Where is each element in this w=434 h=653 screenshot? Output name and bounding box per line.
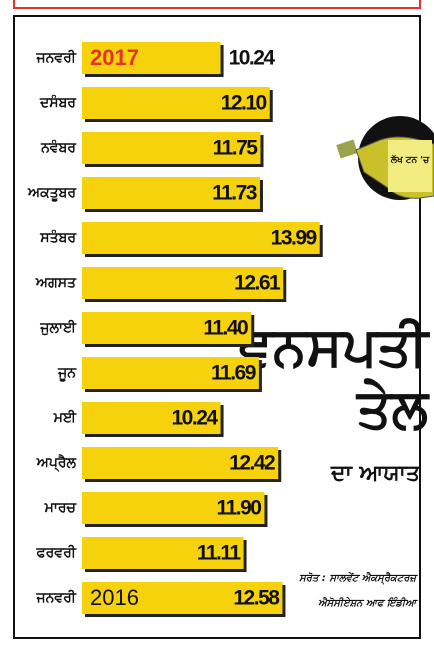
value-label: 11.40 <box>203 317 248 340</box>
bar <box>82 267 284 299</box>
bar-text: 2016 <box>90 585 139 610</box>
bar <box>82 87 270 119</box>
bottle <box>336 116 434 200</box>
y-tick-label: ਦਸੰਬਰ <box>39 93 77 111</box>
value-label: 11.90 <box>217 497 262 520</box>
bar <box>82 582 283 614</box>
bar-text: 2017 <box>90 45 139 70</box>
bottle-label <box>388 140 432 192</box>
value-label: 13.99 <box>271 227 317 250</box>
source: ਐਸੋਸੀਏਸ਼ਨ ਆਫ ਇੰਡੀਆ <box>318 596 418 609</box>
y-tick-label: ਜੁਲਾਈ <box>39 319 77 336</box>
bar <box>82 222 320 254</box>
y-tick-label: ਮਈ <box>53 409 77 426</box>
y-tick-label: ਅਪ੍ਰੈਲ <box>36 453 77 472</box>
bar <box>82 177 260 209</box>
bar <box>82 357 259 389</box>
bar <box>82 402 221 434</box>
value-label: 11.75 <box>213 137 259 160</box>
value-label: 11.73 <box>212 182 257 205</box>
frame <box>13 15 421 639</box>
value-label: 11.69 <box>211 362 256 385</box>
value-label: 10.24 <box>172 407 219 430</box>
y-tick-label: ਸਤੰਬਰ <box>39 228 77 246</box>
source: ਸਰੋਤ : ਸਾਲਵੇਂਟ ਐਕਸ੍ਰੈਕਟਰਜ਼ <box>299 571 418 585</box>
unit-label: ਲੱਖ ਟਨ 'ਚ <box>390 154 430 166</box>
y-tick-label: ਅਕਤੂਬਰ <box>27 185 77 202</box>
y-tick-label: ਜਨਵਰੀ <box>35 589 76 606</box>
y-tick-label: ਜਨਵਰੀ <box>35 49 76 66</box>
value-label: 12.58 <box>233 587 280 610</box>
y-tick-label: ਮਾਰਚ <box>44 500 78 516</box>
top-box <box>13 0 421 9</box>
y-tick-label: ਫਰਵਰੀ <box>36 544 77 561</box>
chart-title: ਵਨਸਪਤੀ ਤੇਲ <box>237 315 431 440</box>
y-tick-label: ਅਗਸਤ <box>35 275 77 291</box>
value-label: 11.11 <box>197 542 242 565</box>
value-label: 12.61 <box>234 272 281 295</box>
y-tick-label: ਨਵੰਬਰ <box>40 138 77 156</box>
value-label: 10.24 <box>229 47 276 70</box>
bar <box>82 42 221 74</box>
bar <box>82 312 252 344</box>
bar <box>82 132 261 164</box>
chart-subtitle: ਦਾ ਆਯਾਤ <box>330 461 421 486</box>
bar <box>82 447 279 479</box>
bar <box>82 492 265 524</box>
bar <box>82 537 244 569</box>
bottle-cap <box>336 139 358 159</box>
value-label: 12.42 <box>229 452 275 475</box>
value-label: 12.10 <box>221 92 267 115</box>
y-tick-label: ਜੂਨ <box>57 365 77 382</box>
